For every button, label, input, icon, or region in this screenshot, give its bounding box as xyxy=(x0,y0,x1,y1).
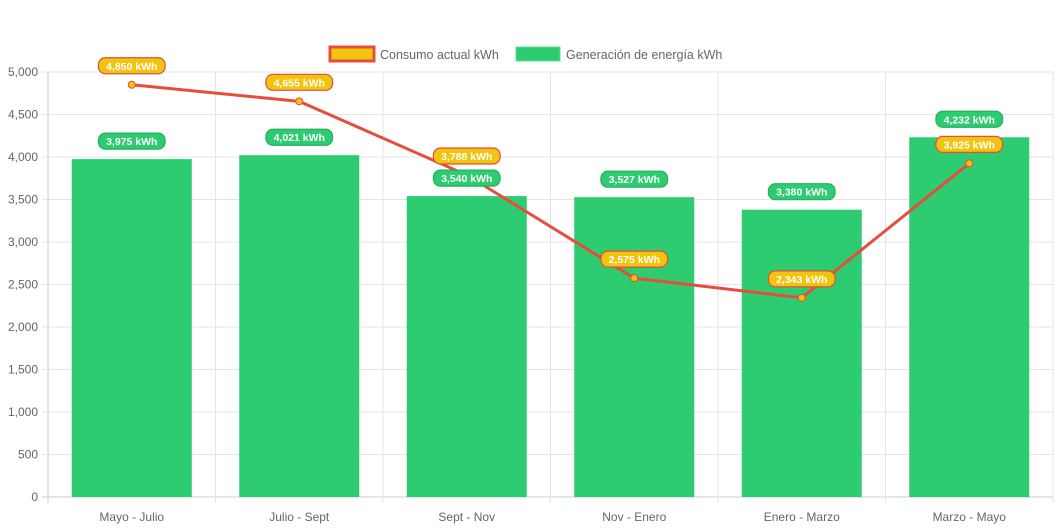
y-tick-label: 2,000 xyxy=(8,320,38,334)
y-tick-label: 4,000 xyxy=(8,150,38,164)
bar-generacion xyxy=(406,196,527,497)
data-label-consumo: 4,850 kWh xyxy=(106,61,157,73)
data-label-generacion-bg xyxy=(600,170,669,188)
data-label-generacion: 3,975 kWh xyxy=(106,136,157,148)
x-tick-label: Nov - Enero xyxy=(602,510,666,524)
y-tick-label: 0 xyxy=(31,490,38,504)
data-label-generacion-bg xyxy=(432,169,501,187)
point-consumo xyxy=(797,293,806,302)
y-tick-label: 5,000 xyxy=(8,65,38,79)
bar-generacion xyxy=(239,155,360,497)
data-label-generacion: 3,380 kWh xyxy=(776,187,827,199)
data-label-consumo-bg xyxy=(265,73,334,91)
y-tick-label: 4,500 xyxy=(8,108,38,122)
bar-generacion xyxy=(574,197,695,497)
data-label-consumo: 3,925 kWh xyxy=(944,139,995,151)
data-label-consumo-bg xyxy=(767,270,836,288)
data-label-generacion: 4,232 kWh xyxy=(944,114,995,126)
legend-label-generacion[interactable]: Generación de energía kWh xyxy=(566,48,722,62)
bar-generacion xyxy=(909,137,1030,497)
x-tick-label: Mayo - Julio xyxy=(99,510,164,524)
data-label-consumo-bg xyxy=(432,147,501,165)
x-tick-label: Sept - Nov xyxy=(438,510,495,524)
data-label-consumo: 2,343 kWh xyxy=(776,274,827,286)
y-tick-label: 3,000 xyxy=(8,235,38,249)
data-label-consumo-bg xyxy=(97,57,166,75)
data-label-consumo-bg xyxy=(935,135,1004,153)
data-label-generacion-bg xyxy=(265,128,334,146)
legend[interactable]: Consumo actual kWh Generación de energía… xyxy=(328,45,722,63)
data-label-consumo: 4,655 kWh xyxy=(274,77,325,89)
point-consumo xyxy=(630,274,639,283)
y-tick-label: 3,500 xyxy=(8,193,38,207)
data-label-generacion: 3,540 kWh xyxy=(441,173,492,185)
y-tick-label: 500 xyxy=(18,448,38,462)
bar-generacion xyxy=(741,209,862,497)
legend-swatch-consumo xyxy=(328,45,376,63)
data-label-consumo-bg xyxy=(600,250,669,268)
data-label-consumo: 3,788 kWh xyxy=(441,151,492,163)
y-tick-label: 2,500 xyxy=(8,278,38,292)
point-consumo xyxy=(295,97,304,106)
data-label-generacion: 4,021 kWh xyxy=(274,132,325,144)
data-label-generacion-bg xyxy=(97,132,166,150)
x-tick-label: Enero - Marzo xyxy=(764,510,840,524)
data-label-generacion-bg xyxy=(767,183,836,201)
point-consumo xyxy=(965,159,974,168)
bar-generacion xyxy=(71,159,192,497)
y-tick-label: 1,000 xyxy=(8,405,38,419)
point-consumo xyxy=(127,80,136,89)
x-tick-label: Marzo - Mayo xyxy=(933,510,1007,524)
legend-swatch-generacion xyxy=(515,46,561,62)
x-tick-label: Julio - Sept xyxy=(269,510,330,524)
data-label-generacion: 3,527 kWh xyxy=(609,174,660,186)
y-tick-label: 1,500 xyxy=(8,363,38,377)
data-label-consumo: 2,575 kWh xyxy=(609,254,660,266)
legend-label-consumo[interactable]: Consumo actual kWh xyxy=(380,48,499,62)
data-label-generacion-bg xyxy=(935,110,1004,128)
